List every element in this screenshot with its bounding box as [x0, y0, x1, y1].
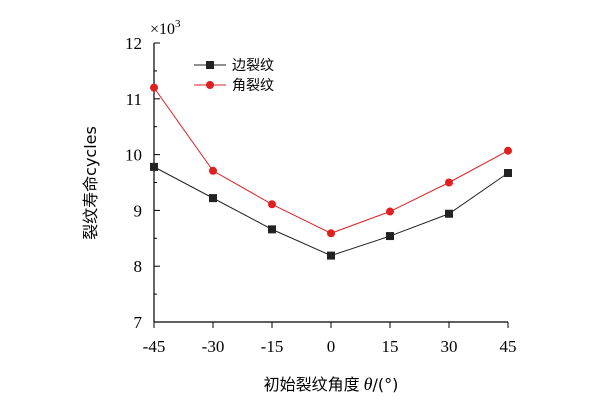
x-tick-label: -30	[202, 337, 225, 356]
data-point-0	[150, 162, 158, 171]
data-point-1	[150, 83, 158, 92]
data-point-1	[327, 229, 335, 238]
data-point-1	[386, 207, 394, 216]
data-point-1	[445, 178, 453, 187]
x-tick-label: 45	[500, 337, 517, 356]
y-tick-label: 10	[125, 146, 142, 165]
legend-marker-edge-crack	[206, 61, 214, 69]
data-point-0	[504, 169, 512, 178]
axis-ticks: -45 -30 -15 0 15 30 45 7 8 9 10 11 12	[125, 34, 517, 356]
y-tick-label: 12	[125, 34, 142, 53]
x-tick-label: -45	[143, 337, 166, 356]
x-tick-label: 0	[327, 337, 336, 356]
y-tick-label: 11	[126, 90, 142, 109]
x-tick-label: 15	[382, 337, 399, 356]
data-point-1	[504, 146, 512, 155]
x-tick-label: 30	[441, 337, 458, 356]
data-point-0	[327, 251, 335, 260]
legend: 边裂纹 角裂纹	[194, 58, 274, 94]
y-tick-label: 8	[134, 257, 143, 276]
x-tick-label: -15	[261, 337, 284, 356]
series-line-1	[153, 87, 509, 234]
legend-marker-corner-crack	[206, 81, 214, 89]
y-tick-label: 9	[134, 201, 143, 220]
data-point-1	[209, 166, 217, 175]
data-point-0	[209, 194, 217, 203]
y-multiplier: ×103	[150, 18, 181, 38]
legend-label-corner-crack: 角裂纹	[232, 78, 274, 94]
data-point-1	[268, 200, 276, 209]
data-point-0	[445, 209, 453, 218]
data-point-0	[386, 232, 394, 241]
series-line-0	[153, 166, 509, 257]
y-tick-label: 7	[134, 313, 143, 332]
legend-label-edge-crack: 边裂纹	[232, 58, 274, 74]
data-point-0	[268, 225, 276, 234]
y-axis-title: 裂纹寿命cycles	[81, 126, 100, 240]
x-axis-title: 初始裂纹角度 θ/(°)	[264, 374, 399, 394]
series-layer	[150, 83, 512, 260]
